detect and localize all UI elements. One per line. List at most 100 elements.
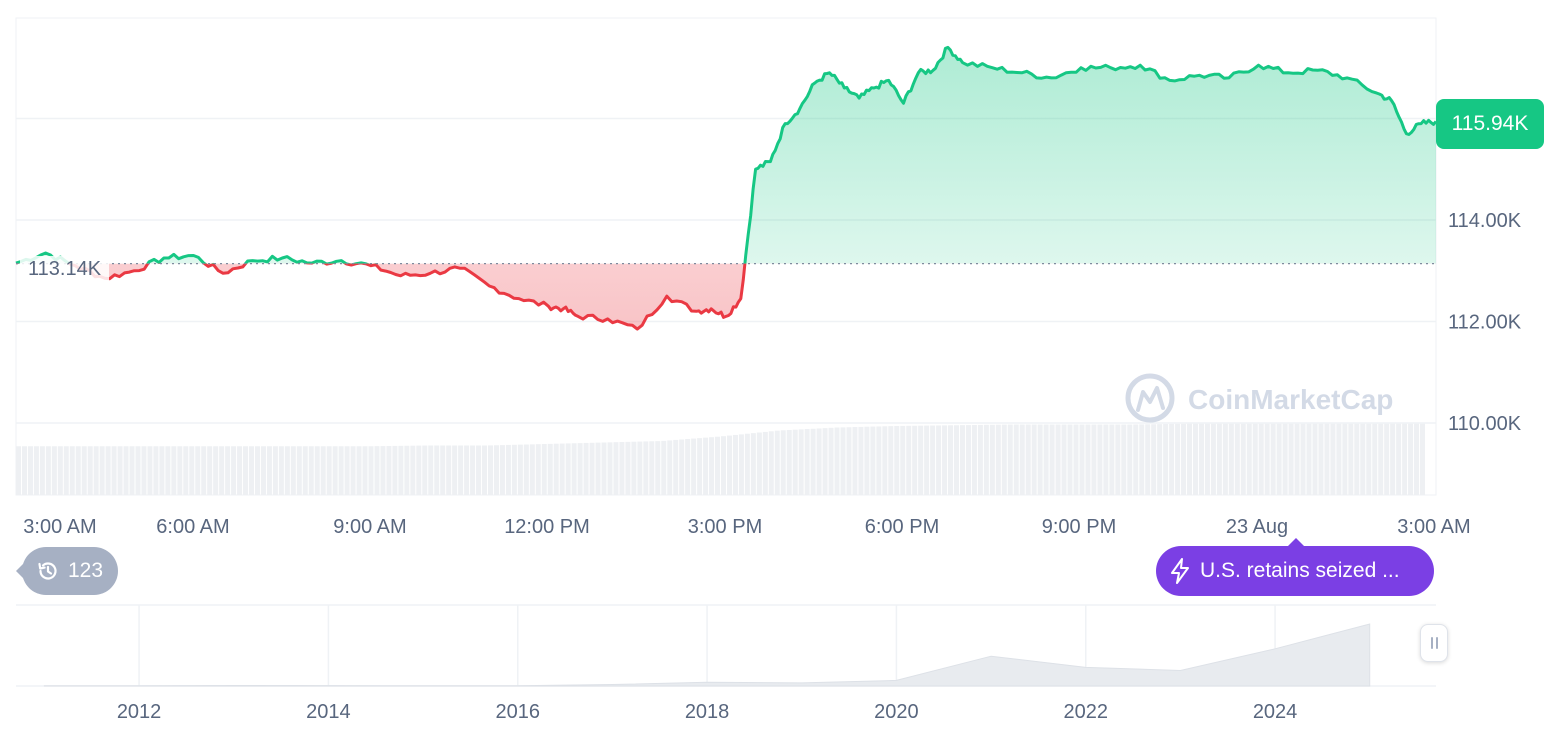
volume-bars	[16, 423, 1426, 495]
volume-bar	[822, 428, 828, 495]
volume-bar	[57, 446, 63, 495]
volume-bar	[1228, 423, 1234, 495]
price-area	[16, 47, 1436, 330]
volume-bar	[296, 446, 302, 495]
current-price-label: 115.94K	[1451, 112, 1529, 135]
volume-bar	[362, 446, 368, 495]
volume-bar	[1306, 423, 1312, 495]
volume-bar	[249, 446, 255, 495]
watermark: CoinMarketCap	[1125, 373, 1393, 423]
volume-bar	[27, 446, 33, 495]
price-axis: 110.00K 112.00K 114.00K	[1448, 210, 1522, 435]
navigator-drag-handle[interactable]	[1420, 624, 1448, 662]
volume-bar	[1133, 424, 1139, 495]
baseline-price-label: 113.14K	[28, 257, 102, 280]
volume-bar	[565, 443, 571, 495]
volume-bar	[864, 426, 870, 495]
volume-bar	[756, 432, 762, 495]
volume-bar	[308, 446, 314, 495]
range-navigator[interactable]: 2012 2014 2016 2018 2020 2022 2024	[16, 604, 1436, 723]
volume-bar	[207, 446, 213, 495]
time-tick-label: 9:00 AM	[333, 516, 406, 538]
volume-bar	[1252, 423, 1258, 495]
history-clock-icon	[38, 562, 57, 580]
volume-bar	[942, 425, 948, 495]
volume-bar	[1396, 423, 1402, 495]
volume-bar	[1127, 424, 1133, 495]
handle-grip-line	[1435, 637, 1438, 649]
volume-bar	[876, 426, 882, 495]
volume-bar	[1067, 424, 1073, 495]
volume-bar	[1145, 424, 1151, 495]
volume-bar	[738, 434, 744, 495]
volume-bar	[1139, 424, 1145, 495]
volume-bar	[541, 444, 547, 495]
volume-bar	[715, 436, 721, 495]
news-event-button[interactable]: U.S. retains seized ...	[1156, 538, 1434, 596]
volume-bar	[440, 445, 446, 495]
volume-bar	[320, 446, 326, 495]
volume-bar	[350, 446, 356, 495]
volume-bar	[1330, 423, 1336, 495]
volume-bar	[894, 425, 900, 495]
volume-bar	[422, 445, 428, 495]
time-tick-label: 23 Aug	[1226, 516, 1288, 538]
volume-bar	[33, 446, 39, 495]
volume-bar	[1079, 424, 1085, 495]
volume-bar	[1408, 423, 1414, 495]
volume-bar	[1169, 423, 1175, 495]
volume-bar	[726, 435, 732, 495]
navigator-year-label: 2014	[306, 701, 351, 723]
volume-bar	[673, 439, 679, 495]
price-area-up	[16, 47, 1436, 264]
volume-bar	[1157, 424, 1163, 495]
volume-bar	[368, 446, 374, 495]
volume-bar	[983, 424, 989, 495]
volume-bar	[643, 441, 649, 495]
navigator-year-label: 2012	[117, 701, 162, 723]
volume-bar	[171, 446, 177, 495]
volume-bar	[183, 446, 189, 495]
volume-bar	[667, 440, 673, 495]
volume-bar	[1007, 424, 1013, 495]
volume-bar	[858, 426, 864, 495]
volume-bar	[1360, 423, 1366, 495]
volume-bar	[924, 425, 930, 495]
volume-bar	[93, 446, 99, 495]
volume-bar	[39, 446, 45, 495]
volume-bar	[482, 445, 488, 495]
volume-bar	[1246, 423, 1252, 495]
time-tick-label: 12:00 PM	[504, 516, 590, 538]
navigator-year-label: 2024	[1253, 701, 1298, 723]
volume-bar	[900, 425, 906, 495]
volume-bar	[404, 445, 410, 495]
volume-bar	[1342, 423, 1348, 495]
volume-bar	[1348, 423, 1354, 495]
volume-bar	[1366, 423, 1372, 495]
baseline-price-badge: 113.14K	[20, 256, 110, 282]
volume-bar	[189, 446, 195, 495]
volume-bar	[792, 429, 798, 495]
price-area-down	[69, 263, 745, 330]
volume-bar	[732, 434, 738, 495]
volume-bar	[1025, 424, 1031, 495]
volume-bar	[81, 446, 87, 495]
volume-bar	[117, 446, 123, 495]
volume-bar	[159, 446, 165, 495]
volume-bar	[1300, 423, 1306, 495]
volume-bar	[1324, 423, 1330, 495]
volume-bar	[625, 441, 631, 495]
volume-bar	[649, 441, 655, 495]
volume-bar	[1085, 424, 1091, 495]
volume-bar	[517, 444, 523, 495]
volume-bar	[1258, 423, 1264, 495]
volume-bar	[1103, 424, 1109, 495]
volume-bar	[499, 445, 505, 495]
volume-bar	[1049, 424, 1055, 495]
volume-bar	[1288, 423, 1294, 495]
volume-bar	[1240, 423, 1246, 495]
history-events-button[interactable]: 123	[16, 547, 118, 595]
volume-bar	[1204, 423, 1210, 495]
